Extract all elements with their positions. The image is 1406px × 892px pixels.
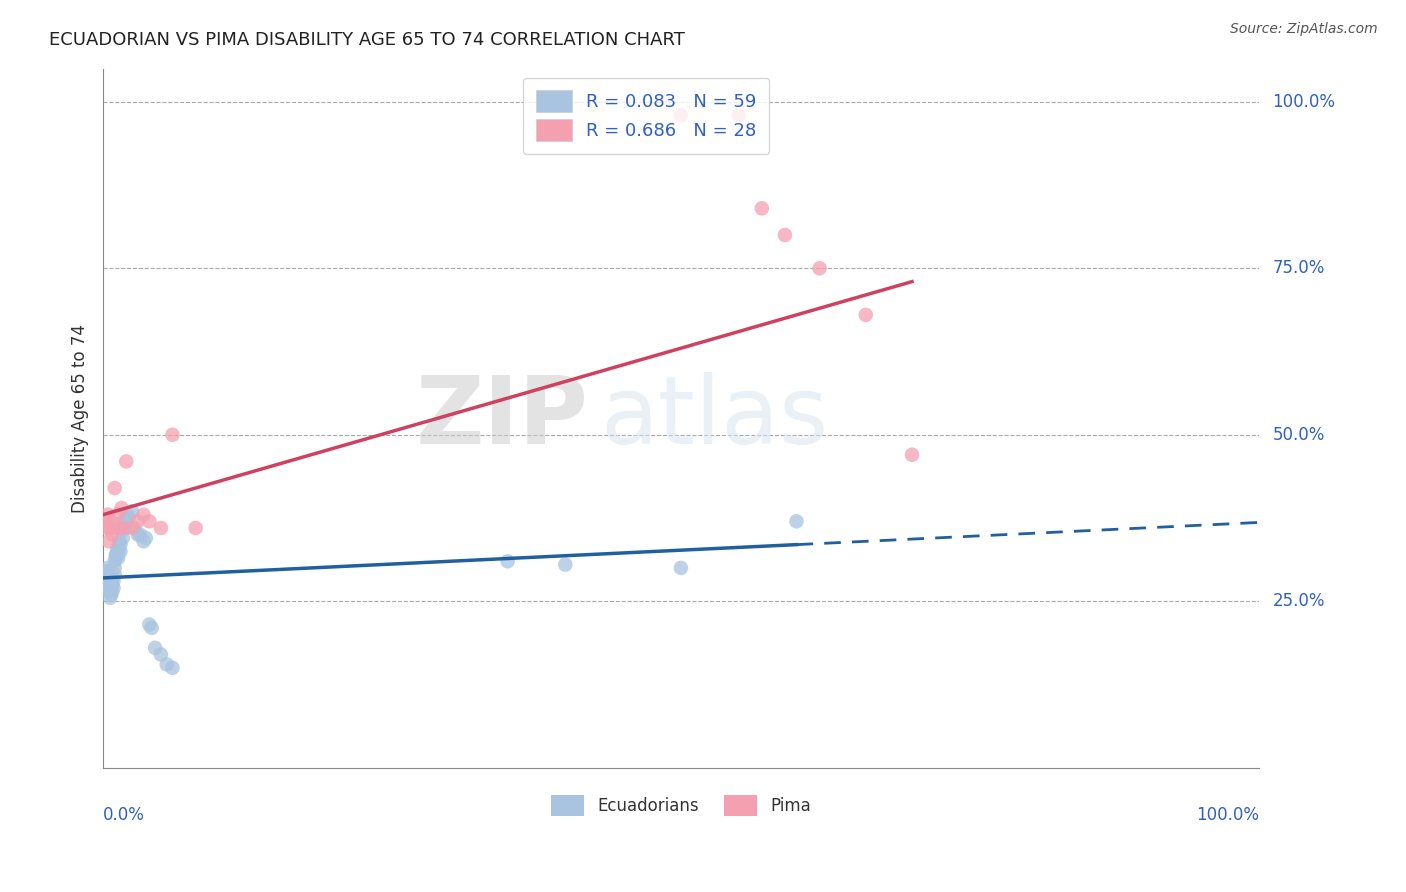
Legend: Ecuadorians, Pima: Ecuadorians, Pima bbox=[544, 789, 818, 822]
Point bbox=[100, 588, 122, 602]
Point bbox=[96, 581, 118, 595]
Point bbox=[184, 521, 207, 535]
Point bbox=[96, 514, 118, 528]
Point bbox=[115, 514, 138, 528]
Point bbox=[98, 591, 121, 605]
Point bbox=[93, 571, 115, 585]
Text: 75.0%: 75.0% bbox=[1272, 260, 1324, 277]
Point bbox=[112, 514, 135, 528]
Point bbox=[104, 567, 127, 582]
Point bbox=[110, 544, 132, 558]
Point bbox=[105, 548, 128, 562]
Point bbox=[117, 508, 139, 522]
Point bbox=[808, 261, 831, 276]
Point bbox=[107, 551, 129, 566]
Point bbox=[103, 581, 125, 595]
Point bbox=[110, 501, 132, 516]
Point bbox=[101, 571, 124, 585]
Point bbox=[143, 640, 166, 655]
Point bbox=[94, 521, 117, 535]
Point bbox=[121, 521, 143, 535]
Point bbox=[108, 521, 131, 535]
Point bbox=[104, 548, 127, 562]
Point bbox=[97, 571, 120, 585]
Point bbox=[96, 564, 118, 578]
Point bbox=[141, 621, 163, 635]
Point bbox=[110, 538, 132, 552]
Point bbox=[100, 514, 122, 528]
Point bbox=[773, 227, 796, 242]
Point bbox=[901, 448, 924, 462]
Point bbox=[855, 308, 877, 322]
Point bbox=[124, 521, 146, 535]
Point bbox=[101, 527, 124, 541]
Point bbox=[496, 554, 519, 568]
Point bbox=[107, 544, 129, 558]
Point bbox=[97, 534, 120, 549]
Text: Source: ZipAtlas.com: Source: ZipAtlas.com bbox=[1230, 22, 1378, 37]
Text: 100.0%: 100.0% bbox=[1272, 93, 1336, 111]
Point bbox=[111, 531, 134, 545]
Point bbox=[97, 581, 120, 595]
Point bbox=[97, 574, 120, 589]
Point bbox=[110, 524, 132, 539]
Point bbox=[98, 584, 121, 599]
Text: ZIP: ZIP bbox=[416, 372, 589, 464]
Point bbox=[135, 531, 157, 545]
Point bbox=[117, 511, 139, 525]
Point bbox=[98, 521, 121, 535]
Point bbox=[112, 521, 135, 535]
Point bbox=[727, 108, 749, 122]
Point bbox=[138, 514, 160, 528]
Point bbox=[97, 561, 120, 575]
Point bbox=[149, 521, 172, 535]
Point bbox=[105, 541, 128, 555]
Point bbox=[132, 508, 155, 522]
Point bbox=[100, 581, 122, 595]
Point bbox=[103, 521, 125, 535]
Point bbox=[127, 527, 149, 541]
Text: ECUADORIAN VS PIMA DISABILITY AGE 65 TO 74 CORRELATION CHART: ECUADORIAN VS PIMA DISABILITY AGE 65 TO … bbox=[49, 31, 685, 49]
Text: 100.0%: 100.0% bbox=[1195, 806, 1258, 824]
Point bbox=[105, 508, 128, 522]
Point bbox=[101, 577, 124, 591]
Point bbox=[554, 558, 576, 572]
Point bbox=[669, 561, 692, 575]
Point bbox=[127, 514, 149, 528]
Point bbox=[98, 571, 121, 585]
Point bbox=[94, 577, 117, 591]
Point bbox=[149, 648, 172, 662]
Text: atlas: atlas bbox=[600, 372, 828, 464]
Point bbox=[669, 108, 692, 122]
Text: 0.0%: 0.0% bbox=[103, 806, 145, 824]
Point bbox=[97, 567, 120, 582]
Point bbox=[138, 617, 160, 632]
Point bbox=[115, 454, 138, 468]
Point bbox=[104, 551, 127, 566]
Point bbox=[104, 554, 127, 568]
Point bbox=[751, 202, 773, 216]
Point bbox=[94, 567, 117, 582]
Text: 25.0%: 25.0% bbox=[1272, 592, 1324, 610]
Point bbox=[104, 481, 127, 495]
Point bbox=[103, 574, 125, 589]
Y-axis label: Disability Age 65 to 74: Disability Age 65 to 74 bbox=[72, 324, 89, 513]
Point bbox=[100, 574, 122, 589]
Point bbox=[108, 534, 131, 549]
Point bbox=[101, 584, 124, 599]
Point bbox=[97, 584, 120, 599]
Point bbox=[129, 527, 152, 541]
Point bbox=[121, 504, 143, 518]
Point bbox=[162, 427, 184, 442]
Point bbox=[114, 521, 136, 535]
Point bbox=[785, 514, 807, 528]
Point bbox=[97, 508, 120, 522]
Text: 50.0%: 50.0% bbox=[1272, 425, 1324, 443]
Point bbox=[156, 657, 179, 672]
Point bbox=[98, 577, 121, 591]
Point bbox=[104, 561, 127, 575]
Point bbox=[162, 661, 184, 675]
Point bbox=[132, 534, 155, 549]
Point bbox=[96, 574, 118, 589]
